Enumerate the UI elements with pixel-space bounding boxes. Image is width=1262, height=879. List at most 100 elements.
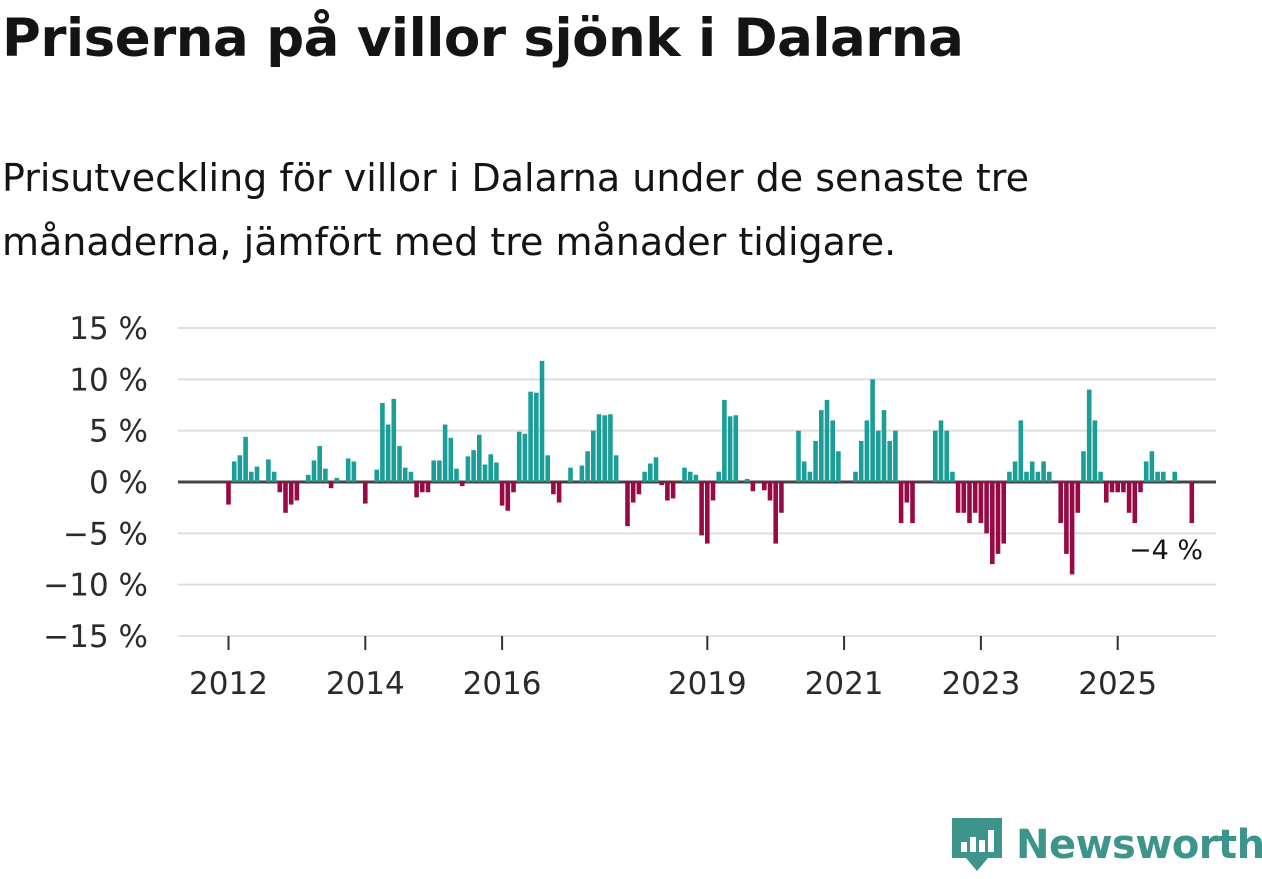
y-tick-label: −5 %	[63, 516, 148, 552]
bar	[442, 424, 448, 482]
bar	[801, 461, 807, 482]
bar	[363, 482, 368, 504]
bar	[237, 455, 243, 482]
bar	[1035, 471, 1041, 482]
x-tick-label: 2023	[941, 666, 1020, 702]
bar	[904, 482, 910, 503]
bar	[950, 471, 955, 482]
bar	[534, 392, 539, 482]
bar	[311, 460, 317, 482]
bar	[613, 455, 619, 482]
bar	[642, 471, 647, 482]
bar	[705, 482, 710, 544]
bar	[1058, 482, 1063, 524]
bar	[568, 467, 573, 482]
bar	[853, 471, 858, 482]
bar	[870, 379, 875, 482]
bar	[243, 436, 248, 482]
bar	[665, 482, 670, 501]
bar	[898, 482, 904, 524]
bar	[294, 482, 300, 501]
bar	[448, 437, 454, 482]
bar	[836, 451, 841, 482]
bar	[1155, 471, 1160, 482]
bar	[482, 464, 488, 482]
bar	[266, 459, 271, 482]
bar	[636, 482, 642, 495]
bar	[1069, 482, 1075, 575]
annotations: −4 %	[1129, 535, 1203, 566]
bar	[807, 471, 813, 482]
bar	[687, 471, 693, 482]
bar	[938, 420, 944, 482]
bar	[648, 463, 653, 482]
bar	[995, 482, 1001, 554]
bar	[402, 467, 408, 482]
bar	[254, 466, 260, 482]
bar	[249, 471, 254, 482]
bar	[944, 430, 949, 482]
bar	[397, 446, 402, 482]
bar	[762, 482, 767, 491]
bar	[653, 457, 659, 482]
chart-title: Priserna på villor sjönk i Dalarna	[2, 8, 964, 69]
newsworthy-logo-icon	[952, 818, 1002, 871]
y-tick-label: 15 %	[69, 311, 148, 347]
bar	[374, 469, 379, 482]
bar	[699, 482, 704, 536]
bar	[682, 467, 687, 482]
bar-chart: 15 %10 %5 %0 %−5 %−10 %−15 % 2012 2014 201…	[43, 311, 1216, 702]
bar	[881, 410, 887, 482]
bar	[323, 468, 328, 482]
bar	[528, 391, 533, 482]
bar	[317, 446, 322, 482]
bar	[625, 482, 630, 527]
bar	[876, 430, 881, 482]
bar	[722, 399, 727, 482]
bar	[887, 440, 892, 482]
bar	[459, 482, 465, 487]
bar	[556, 482, 562, 503]
x-tick-label: 2019	[668, 666, 747, 702]
bar	[693, 474, 699, 482]
bar	[1104, 482, 1109, 503]
bar	[1001, 482, 1006, 544]
bar	[1047, 471, 1052, 482]
bar	[864, 420, 870, 482]
bar	[505, 482, 511, 511]
x-tick-label: 2021	[805, 666, 884, 702]
bar	[961, 482, 967, 513]
bar	[972, 482, 978, 513]
x-tick-label: 2012	[189, 666, 268, 702]
bar	[910, 482, 915, 524]
bar	[420, 482, 425, 493]
bar	[494, 462, 499, 482]
bar	[933, 430, 938, 482]
bar	[1012, 461, 1018, 482]
bar	[1086, 389, 1092, 482]
bar	[602, 415, 607, 482]
bar	[744, 478, 750, 482]
bar	[1138, 482, 1143, 493]
bar	[1189, 482, 1195, 524]
bar	[608, 414, 613, 482]
bar	[226, 482, 231, 505]
y-tick-label: 5 %	[89, 414, 148, 450]
bar	[750, 482, 756, 492]
bar	[277, 482, 283, 493]
bar	[1018, 420, 1024, 482]
bar	[659, 482, 664, 486]
bar	[1126, 482, 1132, 513]
bar	[425, 482, 431, 493]
bar	[471, 450, 476, 482]
x-tick-label: 2016	[463, 666, 542, 702]
last-value-label: −4 %	[1129, 535, 1203, 566]
bar	[796, 430, 801, 482]
bar	[516, 431, 522, 482]
bar	[539, 360, 545, 482]
bar	[522, 433, 528, 482]
bar	[579, 465, 585, 482]
bar	[306, 474, 311, 482]
bar	[893, 430, 898, 482]
bar	[819, 410, 824, 482]
